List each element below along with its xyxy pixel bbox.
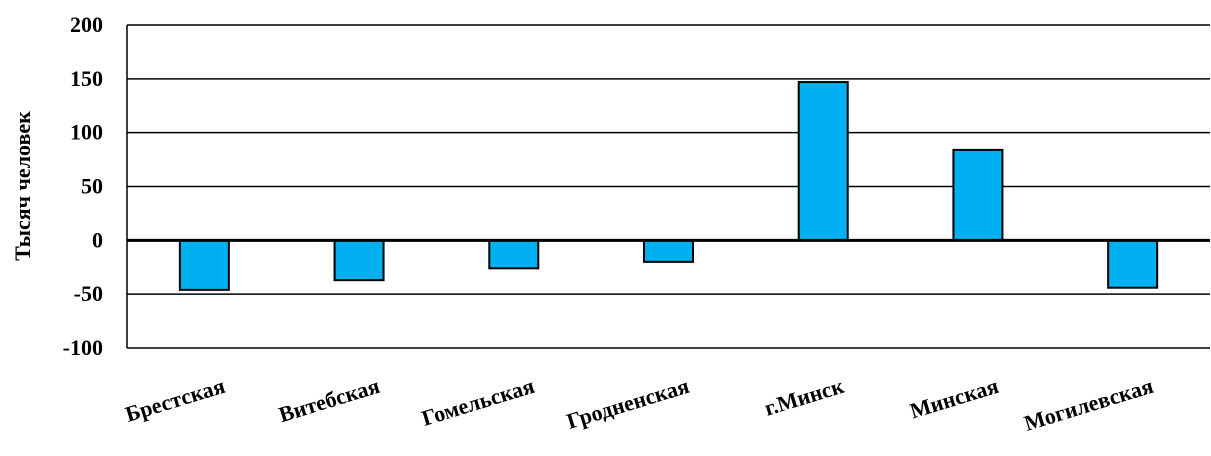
bar-6	[1107, 239, 1159, 289]
y-tick-label-1: 150	[70, 66, 103, 91]
y-tick-label-3: 50	[81, 174, 103, 199]
bar-3	[643, 239, 694, 263]
bar-1	[333, 239, 385, 282]
bars	[178, 81, 1159, 291]
grid-lines	[126, 24, 1210, 349]
y-axis-title: Тысяч человек	[10, 111, 35, 261]
category-label-5: Минская	[907, 373, 1002, 424]
category-label-1: Витебская	[276, 373, 383, 427]
y-tick-label-2: 100	[70, 120, 103, 145]
y-tick-label-6: -100	[63, 335, 103, 360]
category-label-2: Гомельская	[419, 373, 538, 431]
category-label-3: Гродненская	[564, 373, 692, 434]
category-label-0: Брестская	[122, 373, 228, 427]
bar-5	[952, 148, 1004, 242]
y-tick-label-0: 200	[70, 12, 103, 37]
bar-0	[178, 239, 230, 291]
x-axis-categories: Брестская Витебская Гомельская Гродненская г…	[122, 373, 1156, 436]
category-label-6: Могилевская	[1021, 373, 1156, 436]
y-tick-label-5: -50	[74, 281, 103, 306]
category-label-4: г.Минск	[761, 373, 847, 421]
y-tick-label-4: 0	[92, 227, 103, 252]
y-axis-ticks: 200 150 100 50 0 -50 -100	[63, 12, 103, 360]
bar-2	[488, 239, 540, 270]
bar-4	[797, 81, 849, 242]
